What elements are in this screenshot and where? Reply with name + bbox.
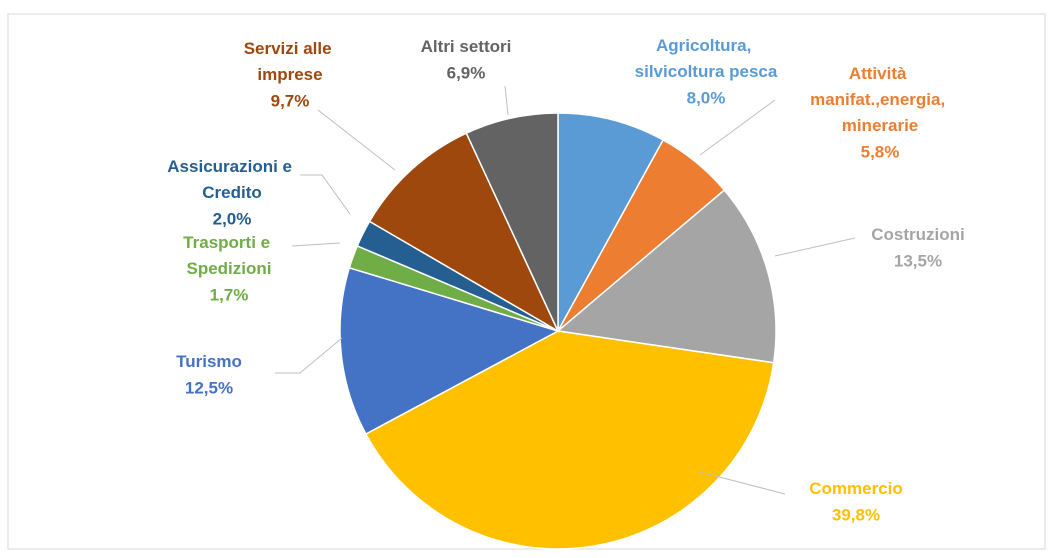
label-line: Turismo bbox=[176, 352, 242, 371]
label-line: Trasporti e bbox=[183, 233, 275, 252]
label-line: silvicoltura pesca bbox=[635, 62, 778, 81]
leader-line bbox=[774, 237, 856, 257]
label-line: Credito bbox=[202, 183, 262, 202]
slice-label: Trasporti e Spedizioni bbox=[183, 233, 275, 278]
value-label: 9,7% bbox=[271, 91, 310, 110]
label-line: Agricoltura, bbox=[656, 36, 756, 55]
slice-label: Agricoltura, silvicoltura pesca bbox=[635, 36, 778, 81]
value-label: 6,9% bbox=[447, 63, 486, 82]
leader-line bbox=[699, 471, 786, 495]
label-line: manifat.,energia, bbox=[810, 90, 950, 109]
label-line: imprese bbox=[257, 65, 322, 84]
label-line: Altri settori bbox=[421, 37, 512, 56]
value-label: 39,8% bbox=[832, 505, 880, 524]
value-label: 13,5% bbox=[894, 251, 942, 270]
value-label: 5,8% bbox=[861, 142, 900, 161]
slice-label: Costruzioni bbox=[871, 225, 965, 244]
value-label: 2,0% bbox=[213, 209, 252, 228]
label-line: minerarie bbox=[842, 116, 919, 135]
pie-slice bbox=[465, 112, 559, 332]
value-label: 1,7% bbox=[210, 285, 249, 304]
leader-line bbox=[699, 99, 776, 156]
leader-line bbox=[300, 174, 351, 215]
slice-label: Assicurazioni e Credito bbox=[167, 157, 296, 202]
slice-label: Turismo bbox=[176, 352, 242, 371]
slice-label: Servizi alle imprese bbox=[244, 39, 337, 84]
slice-label: Attività manifat.,energia, minerarie bbox=[810, 64, 950, 135]
label-line: Servizi alle bbox=[244, 39, 337, 58]
leader-line bbox=[317, 109, 396, 171]
label-line: Costruzioni bbox=[871, 225, 965, 244]
pie-slice bbox=[556, 189, 777, 364]
pie-slice bbox=[339, 266, 560, 436]
label-line: Assicurazioni e bbox=[167, 157, 296, 176]
pie-slice bbox=[368, 132, 560, 333]
slice-label: Altri settori bbox=[421, 37, 512, 56]
leader-line bbox=[291, 242, 341, 247]
label-line: Spedizioni bbox=[187, 259, 272, 278]
leader-line bbox=[504, 85, 509, 116]
label-line: Commercio bbox=[809, 479, 903, 498]
pie-slice bbox=[364, 330, 775, 550]
leader-line bbox=[275, 337, 343, 374]
pie-slice bbox=[557, 112, 665, 332]
value-label: 8,0% bbox=[687, 88, 726, 107]
slice-label: Commercio bbox=[809, 479, 903, 498]
value-label: 12,5% bbox=[185, 378, 233, 397]
label-line: Attività bbox=[849, 64, 911, 83]
